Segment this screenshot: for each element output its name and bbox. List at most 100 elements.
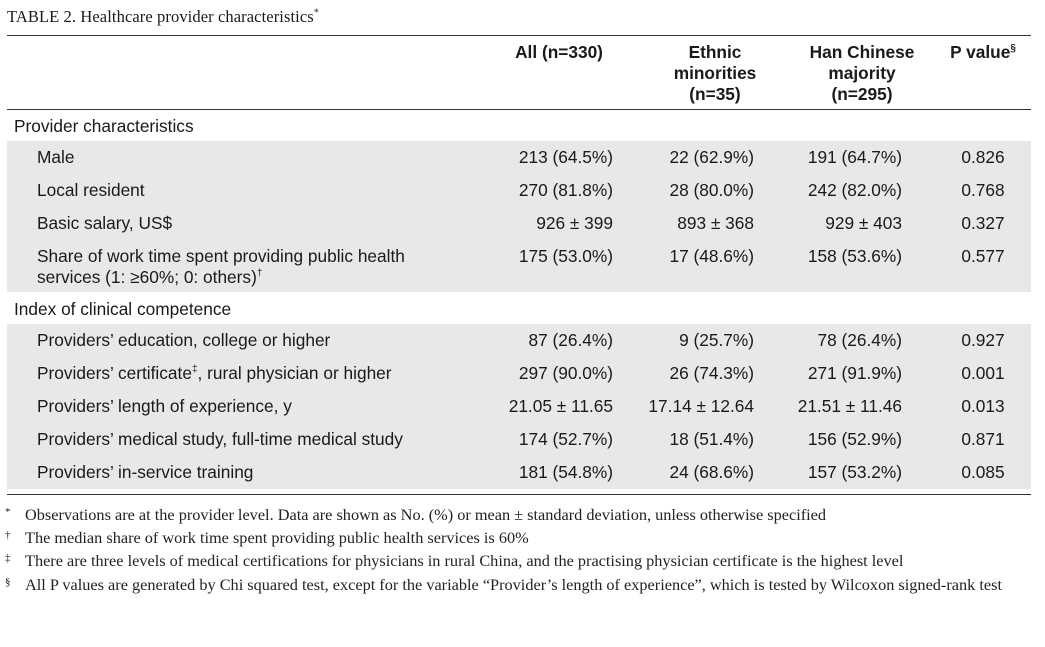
section-title: Provider characteristics: [14, 116, 194, 136]
header-ethnic: Ethnic minorities (n=35): [641, 36, 789, 109]
header-p-mark: §: [1010, 43, 1016, 55]
table-row: Local resident 270 (81.8%) 28 (80.0%) 24…: [7, 174, 1031, 207]
table-row: Providers’ medical study, full-time medi…: [7, 423, 1031, 456]
header-p-value: P value§: [935, 36, 1031, 109]
header-han-line1: Han Chinese: [809, 42, 915, 62]
cell-han: 242 (82.0%): [789, 174, 935, 207]
cell-p: 0.001: [935, 357, 1031, 390]
title-footnote-mark: *: [313, 7, 319, 19]
section-row: Index of clinical competence: [7, 292, 1031, 320]
top-rule: [7, 35, 1031, 36]
header-all: All (n=330): [477, 36, 641, 109]
table-row: Basic salary, US$ 926 ± 399 893 ± 368 92…: [7, 207, 1031, 240]
header-ethnic-line1: Ethnic: [688, 42, 742, 62]
footnote-text: Observations are at the provider level. …: [25, 505, 827, 524]
footnote-mark: †: [5, 529, 11, 542]
table-row: Male 213 (64.5%) 22 (62.9%) 191 (64.7%) …: [7, 141, 1031, 174]
cell-han: 191 (64.7%): [789, 141, 935, 174]
footnote: ‡ There are three levels of medical certi…: [5, 549, 1035, 572]
cell-p: 0.013: [935, 390, 1031, 423]
cell-all: 87 (26.4%): [477, 324, 641, 357]
row-label: Share of work time spent providing publi…: [7, 240, 477, 292]
cell-ethnic: 28 (80.0%): [641, 174, 789, 207]
cell-all: 297 (90.0%): [477, 357, 641, 390]
bottom-rule: [7, 494, 1031, 495]
row-label-post: , rural physician or higher: [197, 363, 392, 383]
table-row: Providers’ length of experience, y 21.05…: [7, 390, 1031, 423]
table-row: Providers’ in-service training 181 (54.8…: [7, 456, 1031, 489]
table-row: Providers’ education, college or higher …: [7, 324, 1031, 357]
cell-all: 174 (52.7%): [477, 423, 641, 456]
cell-p: 0.826: [935, 141, 1031, 174]
cell-han: 21.51 ± 11.46: [789, 390, 935, 423]
footnote-text: There are three levels of medical certif…: [25, 551, 904, 571]
row-label-line1: Share of work time spent providing publi…: [37, 246, 405, 266]
cell-han: 158 (53.6%): [789, 240, 935, 292]
row-label: Providers’ length of experience, y: [7, 390, 477, 423]
cell-p: 0.871: [935, 423, 1031, 456]
cell-han: 78 (26.4%): [789, 324, 935, 357]
footnote: * Observations are at the provider level.…: [5, 503, 1035, 526]
header-han: Han Chinese majority (n=295): [789, 36, 935, 109]
table-row: Providers’ certificate‡, rural physician…: [7, 357, 1031, 390]
cell-p: 0.768: [935, 174, 1031, 207]
row-label: Providers’ in-service training: [7, 456, 477, 489]
header-blank: [7, 36, 477, 109]
header-han-line2: majority: [828, 63, 896, 83]
footnote-text: All P values are generated by Chi square…: [25, 574, 1002, 594]
row-label-line2: services (1: ≥60%; 0: others): [37, 267, 257, 287]
cell-p: 0.927: [935, 324, 1031, 357]
header-han-line3: (n=295): [831, 84, 893, 104]
data-table: All (n=330) Ethnic minorities (n=35) Han…: [7, 36, 1031, 489]
cell-ethnic: 22 (62.9%): [641, 141, 789, 174]
cell-han: 929 ± 403: [789, 207, 935, 240]
section-title: Index of clinical competence: [14, 299, 232, 319]
table-title-text: TABLE 2. Healthcare provider characteris…: [7, 7, 314, 26]
cell-ethnic: 18 (51.4%): [641, 423, 789, 456]
row-label: Providers’ medical study, full-time medi…: [7, 423, 477, 456]
row-label: Basic salary, US$: [7, 207, 477, 240]
header-ethnic-line3: (n=35): [689, 84, 741, 104]
header-ethnic-line2: minorities: [673, 63, 757, 83]
cell-han: 156 (52.9%): [789, 423, 935, 456]
cell-all: 270 (81.8%): [477, 174, 641, 207]
header-all-text: All (n=330): [515, 42, 603, 62]
cell-ethnic: 24 (68.6%): [641, 456, 789, 489]
row-label-mark: ‡: [191, 364, 198, 376]
table-row: Share of work time spent providing publi…: [7, 240, 1031, 292]
cell-han: 157 (53.2%): [789, 456, 935, 489]
cell-ethnic: 9 (25.7%): [641, 324, 789, 357]
section-row: Provider characteristics: [7, 109, 1031, 137]
cell-ethnic: 17 (48.6%): [641, 240, 789, 292]
cell-all: 175 (53.0%): [477, 240, 641, 292]
footnote-mark: *: [5, 506, 11, 518]
cell-p: 0.085: [935, 456, 1031, 489]
row-label: Providers’ certificate‡, rural physician…: [7, 357, 477, 390]
row-label: Providers’ education, college or higher: [7, 324, 477, 357]
footnote-text: The median share of work time spent prov…: [25, 528, 529, 548]
row-label: Male: [7, 141, 477, 174]
header-p-text: P value: [950, 42, 1011, 62]
footnote: § All P values are generated by Chi squar…: [5, 573, 1035, 596]
row-label-mark: †: [256, 268, 263, 280]
cell-p: 0.577: [935, 240, 1031, 292]
header-rule: [7, 109, 1031, 110]
cell-all: 213 (64.5%): [477, 141, 641, 174]
cell-p: 0.327: [935, 207, 1031, 240]
footnote-mark: ‡: [5, 552, 11, 565]
cell-ethnic: 17.14 ± 12.64: [641, 390, 789, 423]
cell-ethnic: 893 ± 368: [641, 207, 789, 240]
footnotes: * Observations are at the provider level.…: [5, 503, 1035, 596]
cell-all: 181 (54.8%): [477, 456, 641, 489]
cell-all: 926 ± 399: [477, 207, 641, 240]
cell-ethnic: 26 (74.3%): [641, 357, 789, 390]
row-label-pre: Providers’ certificate: [37, 363, 192, 383]
footnote-mark: §: [5, 575, 11, 588]
row-label: Local resident: [7, 174, 477, 207]
cell-han: 271 (91.9%): [789, 357, 935, 390]
table-title: TABLE 2. Healthcare provider characteris…: [7, 7, 319, 27]
footnote: † The median share of work time spent pro…: [5, 526, 1035, 549]
header-row: All (n=330) Ethnic minorities (n=35) Han…: [7, 36, 1031, 109]
cell-all: 21.05 ± 11.65: [477, 390, 641, 423]
